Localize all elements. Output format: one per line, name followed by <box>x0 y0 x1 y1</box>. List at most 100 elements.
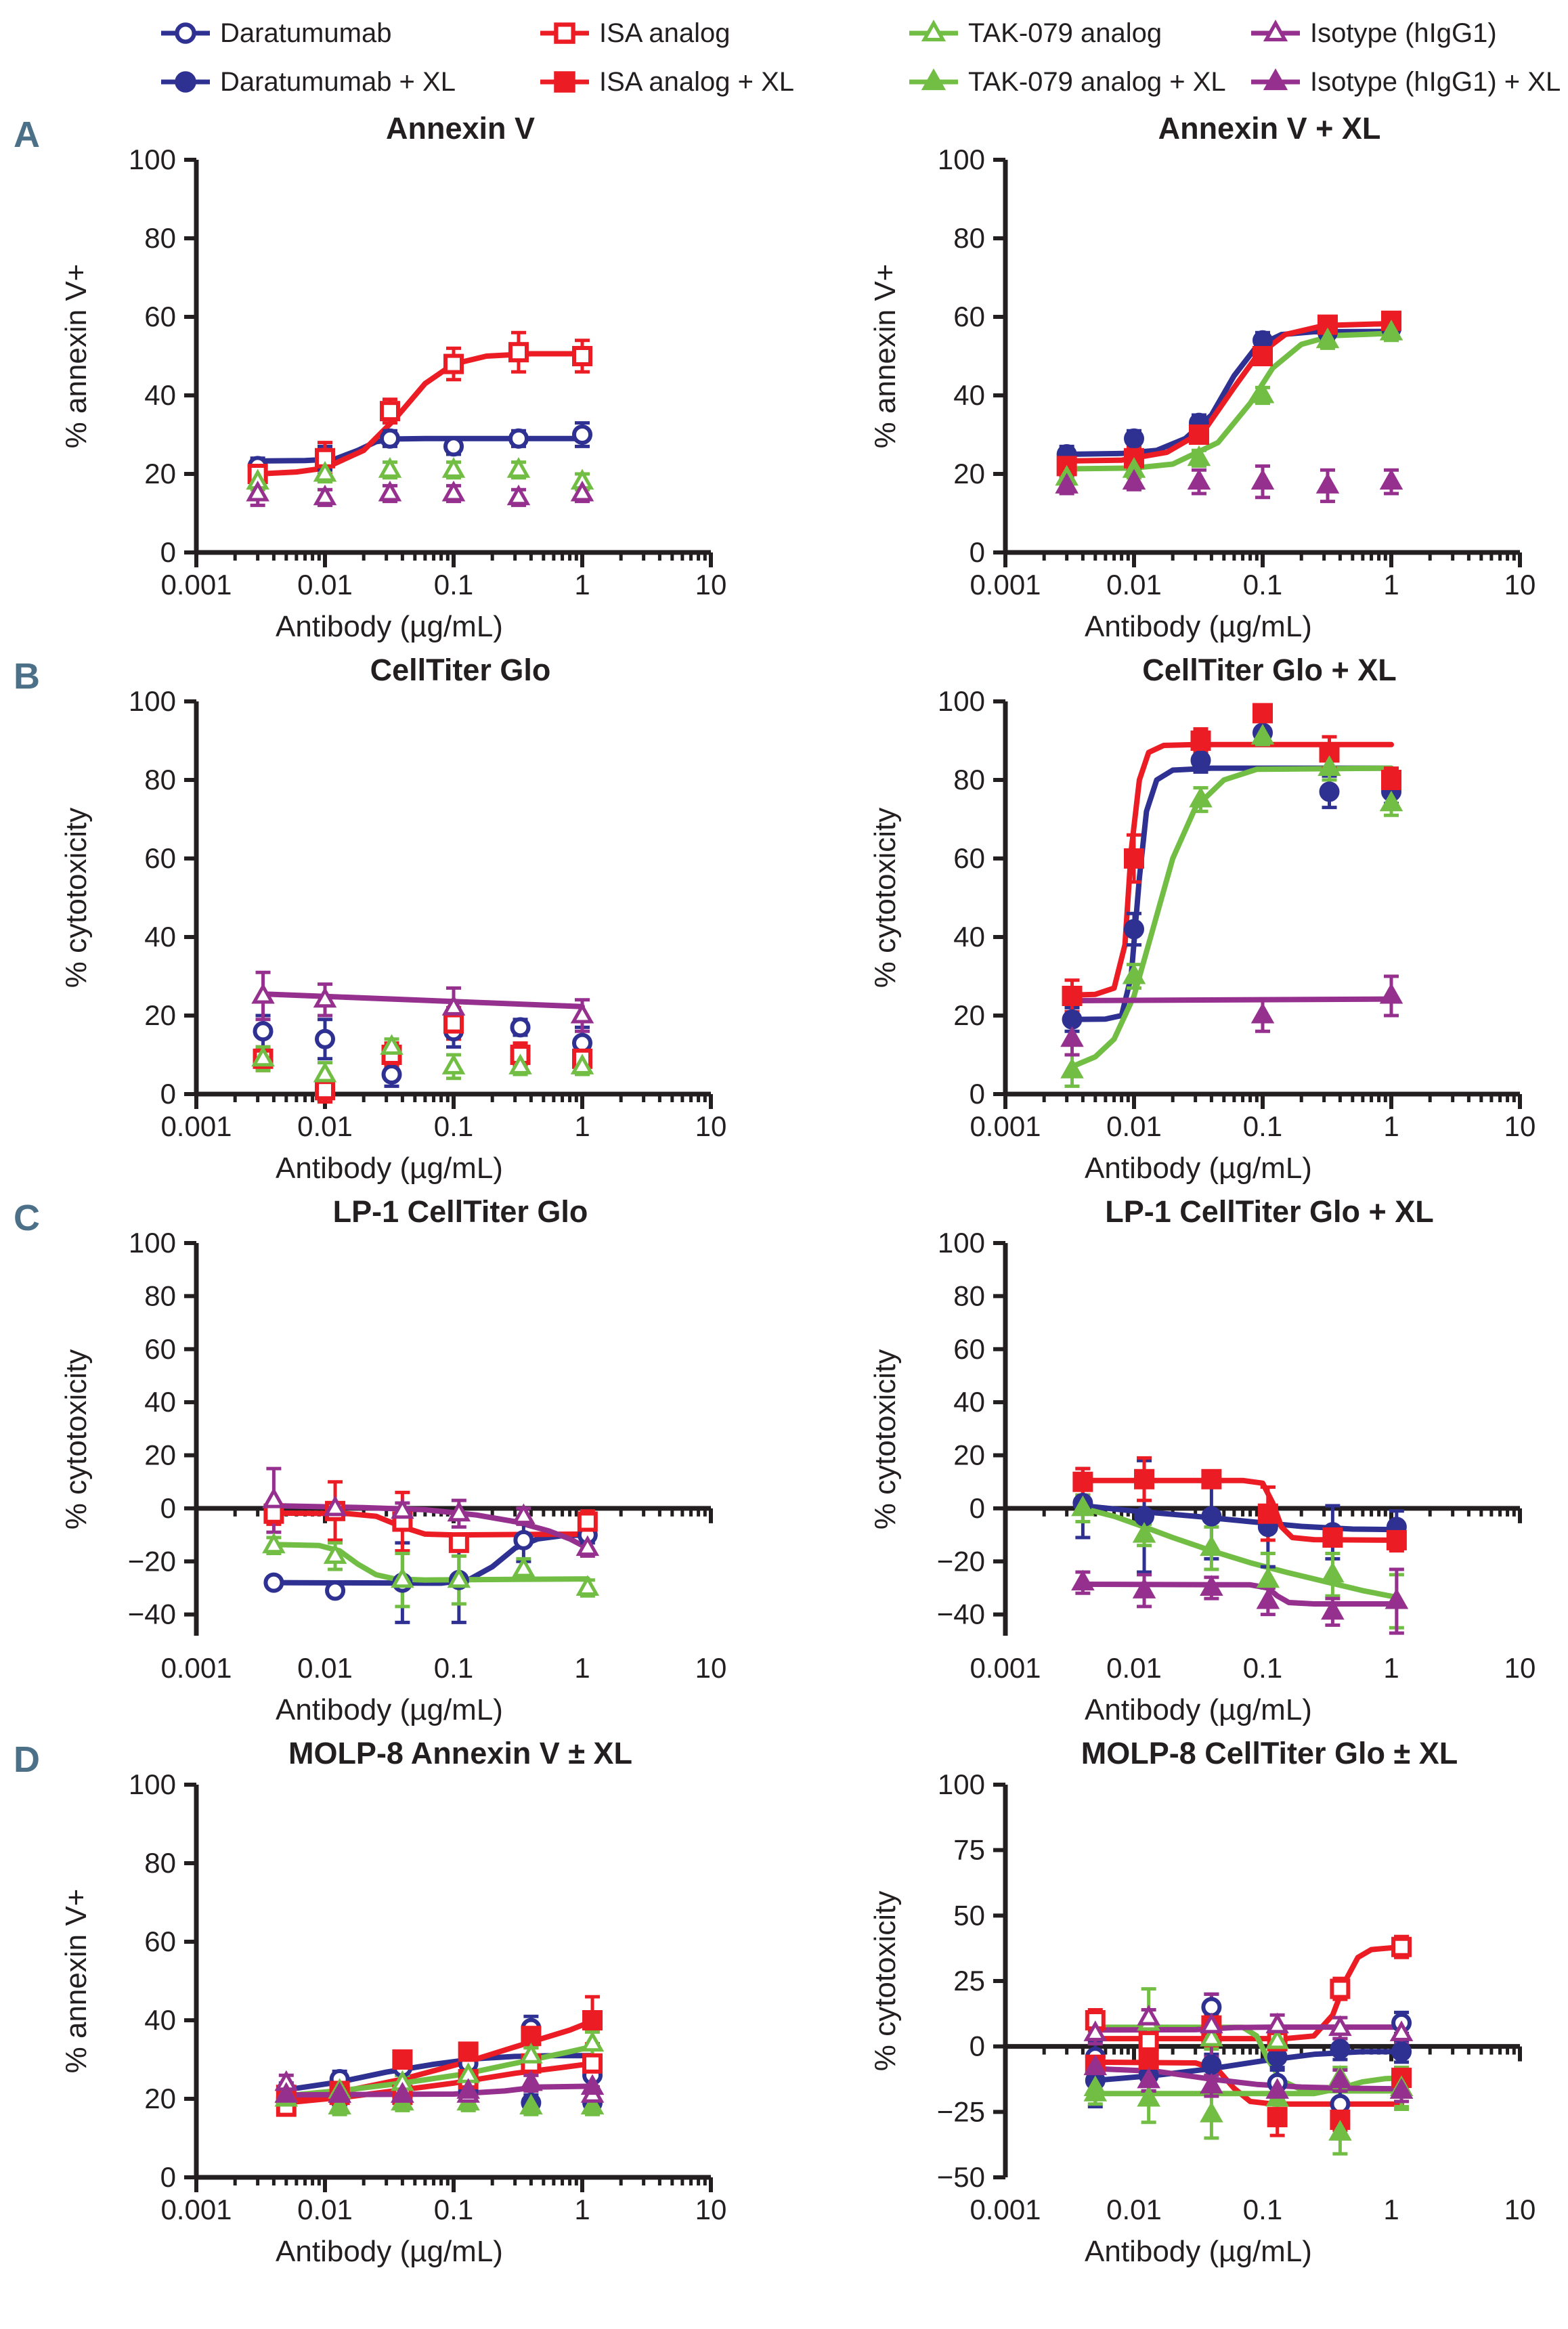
svg-text:0.001: 0.001 <box>970 1110 1041 1142</box>
svg-text:10: 10 <box>1504 1110 1536 1142</box>
isa-analog-marker-icon <box>538 18 591 48</box>
svg-text:100: 100 <box>938 689 985 717</box>
legend-item-label: TAK-079 analog <box>968 18 1162 48</box>
legend-item-label: ISA analog <box>599 18 731 48</box>
legend-item-isa-analog-xl: ISA analog + XL <box>538 61 907 103</box>
svg-text:0.1: 0.1 <box>1243 1110 1282 1142</box>
legend-item-isotype-xl: Isotype (hIgG1) + XL <box>1249 61 1567 103</box>
svg-text:80: 80 <box>144 1847 176 1879</box>
svg-text:60: 60 <box>144 301 176 332</box>
daratumumab-marker-icon <box>159 18 212 48</box>
chart-svg: 0 20 40 60 80 100 0.001 0.01 0.1 1 10 Antibody (µg/… <box>60 689 726 1185</box>
svg-text:1: 1 <box>574 1110 590 1142</box>
legend-item-tak079-analog-xl: TAK-079 analog + XL <box>907 61 1249 103</box>
svg-text:50: 50 <box>953 1899 985 1931</box>
svg-text:Antibody (µg/mL): Antibody (µg/mL) <box>1085 2235 1312 2268</box>
legend-marker-svg <box>1251 68 1300 91</box>
tak079-analog-marker-icon <box>907 18 960 48</box>
svg-text:0.001: 0.001 <box>160 1110 232 1142</box>
svg-text:60: 60 <box>144 842 176 874</box>
legend-marker-svg <box>161 22 210 44</box>
chart-annexin-v-xl: 0 20 40 60 80 100 0.001 0.01 0.1 1 10 Antibody (µg/… <box>846 148 1568 651</box>
svg-text:100: 100 <box>129 148 176 175</box>
svg-text:20: 20 <box>953 1439 985 1471</box>
svg-text:0: 0 <box>160 1492 176 1524</box>
legend-item-label: Isotype (hIgG1) + XL <box>1310 66 1561 97</box>
legend-item-isa-analog: ISA analog <box>538 12 907 54</box>
panel-row-d: D MOLP-8 Annexin V ± XL 0 20 40 60 80 100 0.00… <box>0 1735 1568 2276</box>
svg-text:0.01: 0.01 <box>1106 1652 1162 1684</box>
panel-letter-d: D <box>14 1739 40 1780</box>
isa-analog-xl-marker-icon <box>538 67 591 97</box>
panel-b-right: CellTiter Glo + XL 0 20 40 60 80 100 0.001 0.01… <box>846 651 1568 1193</box>
chart-title-annexin-v-xl: Annexin V + XL <box>1158 111 1381 146</box>
chart-svg: 0 20 40 60 80 100 0.001 0.01 0.1 1 10 Antibody (µg/… <box>869 148 1536 643</box>
svg-text:100: 100 <box>938 148 985 175</box>
chart-molp8-celltiter-glo: −50 −25 0 25 50 75 100 0.001 0.01 0.1 1 10 Antibody … <box>846 1772 1568 2276</box>
panel-d-left: MOLP-8 Annexin V ± XL 0 20 40 60 80 100 0.001 0… <box>37 1735 782 2276</box>
chart-title-molp8-annexin-v: MOLP-8 Annexin V ± XL <box>288 1736 633 1770</box>
isotype-xl-marker-icon <box>1249 67 1302 97</box>
svg-text:75: 75 <box>953 1834 985 1866</box>
svg-text:0.01: 0.01 <box>1106 569 1162 601</box>
svg-text:% annexin V+: % annexin V+ <box>60 1889 93 2074</box>
svg-text:0.1: 0.1 <box>1243 1652 1282 1684</box>
svg-text:40: 40 <box>144 379 176 411</box>
svg-text:10: 10 <box>1504 2194 1536 2225</box>
svg-text:Antibody (µg/mL): Antibody (µg/mL) <box>276 1693 503 1726</box>
svg-text:10: 10 <box>695 1652 727 1684</box>
svg-text:100: 100 <box>129 1231 176 1259</box>
chart-title-celltiter-glo-xl: CellTiter Glo + XL <box>1142 653 1397 687</box>
chart-svg: 0 20 40 60 80 100 0.001 0.01 0.1 1 10 Antibody (µg/… <box>869 689 1536 1185</box>
legend-item-label: Daratumumab + XL <box>220 66 456 97</box>
svg-text:0: 0 <box>160 536 176 568</box>
svg-text:0.01: 0.01 <box>297 1652 353 1684</box>
daratumumab-xl-marker-icon <box>159 67 212 97</box>
svg-text:60: 60 <box>953 301 985 332</box>
svg-text:−20: −20 <box>937 1545 985 1577</box>
panel-a-right: Annexin V + XL 0 20 40 60 80 100 0.001 0.01 0.1 1… <box>846 110 1568 651</box>
svg-text:0.001: 0.001 <box>160 1652 232 1684</box>
panel-letter-c: C <box>14 1198 40 1238</box>
svg-text:0.01: 0.01 <box>1106 2194 1162 2225</box>
svg-text:Antibody (µg/mL): Antibody (µg/mL) <box>1085 1152 1312 1185</box>
svg-text:0: 0 <box>970 2030 985 2062</box>
svg-text:100: 100 <box>938 1231 985 1259</box>
panel-c-right: LP-1 CellTiter Glo + XL −40 −20 0 20 40 60 80 1… <box>846 1193 1568 1735</box>
legend-marker-svg <box>909 68 958 91</box>
svg-text:80: 80 <box>144 1280 176 1311</box>
svg-text:% cytotoxicity: % cytotoxicity <box>869 1349 902 1530</box>
chart-svg: 0 20 40 60 80 100 0.001 0.01 0.1 1 10 Antibody (µg/… <box>60 1772 726 2268</box>
figure: Daratumumab ISA analog TAK-079 analog Is… <box>0 12 1568 2276</box>
chart-svg: −40 −20 0 20 40 60 80 100 0.001 0.01 0.1 1 10 Antibod… <box>869 1231 1536 1726</box>
svg-text:80: 80 <box>953 222 985 254</box>
svg-text:10: 10 <box>1504 569 1536 601</box>
svg-text:10: 10 <box>695 569 727 601</box>
svg-text:40: 40 <box>144 921 176 953</box>
svg-text:40: 40 <box>144 1386 176 1418</box>
svg-text:0: 0 <box>970 1078 985 1110</box>
svg-text:0.001: 0.001 <box>970 569 1041 601</box>
svg-text:20: 20 <box>144 1439 176 1471</box>
chart-svg: 0 20 40 60 80 100 0.001 0.01 0.1 1 10 Antibody (µg/… <box>60 148 727 643</box>
svg-text:40: 40 <box>144 2004 176 2036</box>
legend-item-label: TAK-079 analog + XL <box>968 66 1226 97</box>
svg-text:0.01: 0.01 <box>297 2194 353 2225</box>
legend-item-label: Isotype (hIgG1) <box>1310 18 1497 48</box>
legend-item-label: ISA analog + XL <box>599 66 795 97</box>
svg-text:40: 40 <box>953 1386 985 1418</box>
legend-item-isotype: Isotype (hIgG1) <box>1249 12 1567 54</box>
svg-text:60: 60 <box>953 1333 985 1365</box>
svg-text:0.1: 0.1 <box>434 2194 473 2225</box>
svg-text:20: 20 <box>953 458 985 489</box>
chart-title-celltiter-glo: CellTiter Glo <box>370 653 551 687</box>
svg-text:Antibody (µg/mL): Antibody (µg/mL) <box>1085 1693 1312 1726</box>
svg-text:80: 80 <box>144 764 176 796</box>
svg-text:0.01: 0.01 <box>297 1110 353 1142</box>
svg-text:1: 1 <box>574 2194 590 2225</box>
svg-text:80: 80 <box>953 764 985 796</box>
svg-text:0.001: 0.001 <box>970 1652 1041 1684</box>
svg-text:1: 1 <box>574 1652 590 1684</box>
svg-text:80: 80 <box>144 222 176 254</box>
svg-text:−20: −20 <box>128 1545 176 1577</box>
